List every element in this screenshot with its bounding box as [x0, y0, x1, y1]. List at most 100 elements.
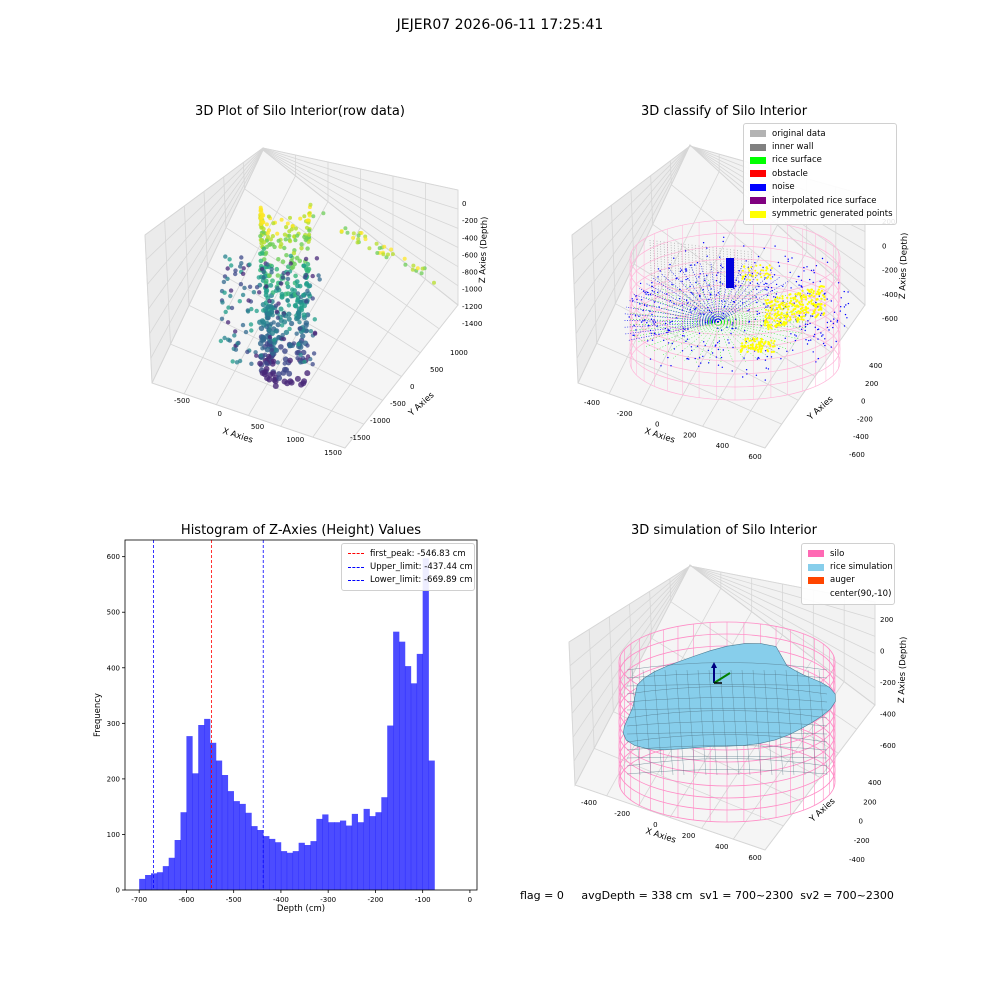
data-point: [293, 273, 298, 279]
noise-point: [733, 287, 735, 290]
data-point: [281, 378, 288, 385]
noise-point: [792, 349, 794, 351]
symmetric-point: [786, 314, 789, 317]
symmetric-point: [741, 347, 744, 350]
data-point: [288, 215, 292, 220]
noise-point: [821, 312, 823, 314]
symmetric-point: [823, 295, 826, 298]
symmetric-point: [744, 339, 747, 342]
noise-point: [708, 362, 710, 364]
data-point: [268, 237, 273, 242]
x-tick-label: 0: [655, 421, 659, 429]
rice-surface-ray: [717, 321, 801, 340]
data-point: [351, 231, 356, 236]
z-axis-label: Z Axies (Depth): [897, 636, 909, 703]
rice-mesh-line: [719, 669, 729, 776]
noise-point: [763, 247, 765, 250]
grid-line: [262, 147, 459, 210]
histogram-bar: [404, 666, 412, 890]
data-point: [293, 303, 299, 309]
symmetric-point: [741, 342, 744, 345]
legend-entry: auger: [808, 574, 888, 587]
noise-point: [653, 323, 655, 325]
noise-point: [780, 358, 782, 360]
symmetric-point: [818, 308, 821, 311]
data-point: [280, 259, 286, 264]
data-point: [290, 264, 296, 270]
noise-point: [643, 304, 646, 306]
raw-plot-title: 3D Plot of Silo Interior(row data): [195, 104, 405, 119]
noise-point: [826, 298, 828, 300]
noise-point: [673, 257, 675, 259]
legend-label: rice surface: [772, 155, 822, 166]
data-point: [261, 275, 266, 280]
symmetric-point: [782, 314, 786, 317]
noise-ray: [623, 320, 719, 323]
symmetric-point: [776, 312, 779, 315]
symmetric-point: [770, 267, 773, 270]
histogram-bar: [139, 878, 146, 890]
noise-point: [795, 281, 798, 283]
noise-point: [805, 314, 807, 316]
symmetric-point: [755, 337, 759, 340]
rice-mesh-line: [626, 732, 828, 735]
inner-wall-point: [705, 246, 709, 317]
noise-point: [738, 281, 740, 283]
noise-point: [699, 313, 701, 315]
x-tick-label: -400: [584, 399, 600, 407]
y-tick-label: 400: [869, 362, 882, 370]
symmetric-point: [804, 305, 807, 309]
noise-point: [767, 286, 770, 289]
data-point: [258, 234, 263, 239]
noise-point: [694, 357, 696, 360]
rice-mesh-line: [763, 669, 773, 776]
symmetric-point: [814, 308, 817, 311]
histogram-bar: [168, 857, 175, 890]
noise-point: [664, 322, 667, 325]
z-tick-label: -400: [462, 234, 478, 242]
plot-frame: [124, 539, 478, 891]
data-point: [272, 337, 277, 343]
symmetric-point: [741, 275, 744, 278]
symmetric-point: [813, 311, 816, 315]
classify-legend: original data inner wall rice surface obsta…: [743, 123, 897, 225]
symmetric-point: [778, 297, 781, 300]
symmetric-point: [788, 319, 791, 322]
symmetric-point: [760, 337, 763, 340]
data-point: [233, 268, 238, 273]
symmetric-point: [747, 337, 750, 340]
noise-point: [717, 272, 719, 274]
noise-point: [786, 350, 788, 352]
symmetric-point: [812, 292, 815, 295]
noise-point: [846, 317, 848, 319]
z-tick-label: -600: [880, 742, 896, 750]
rice-mesh-line: [708, 669, 718, 776]
noise-point: [685, 340, 687, 343]
data-point: [274, 266, 280, 272]
inner-wall-point: [709, 246, 712, 318]
noise-ray: [717, 272, 773, 323]
data-point: [259, 370, 266, 376]
symmetric-point: [811, 312, 814, 316]
noise-point: [653, 319, 655, 321]
noise-point: [755, 374, 758, 376]
symmetric-point: [812, 290, 815, 293]
symmetric-point: [778, 305, 781, 309]
symmetric-point: [780, 302, 783, 305]
noise-point: [675, 317, 678, 319]
noise-point: [840, 297, 842, 299]
inner-wall-point: [737, 249, 740, 326]
data-point: [312, 331, 318, 336]
noise-point: [821, 335, 823, 337]
legend-label: Upper_limit: -437.44 cm: [370, 562, 473, 573]
symmetric-point: [817, 303, 820, 306]
data-point: [321, 211, 326, 216]
noise-point: [806, 323, 809, 326]
data-point: [261, 226, 266, 231]
noise-point: [687, 328, 689, 330]
data-point: [287, 229, 292, 234]
data-point: [225, 266, 230, 271]
symmetric-point: [819, 306, 822, 309]
noise-point: [704, 344, 706, 347]
grid-line: [568, 565, 691, 643]
